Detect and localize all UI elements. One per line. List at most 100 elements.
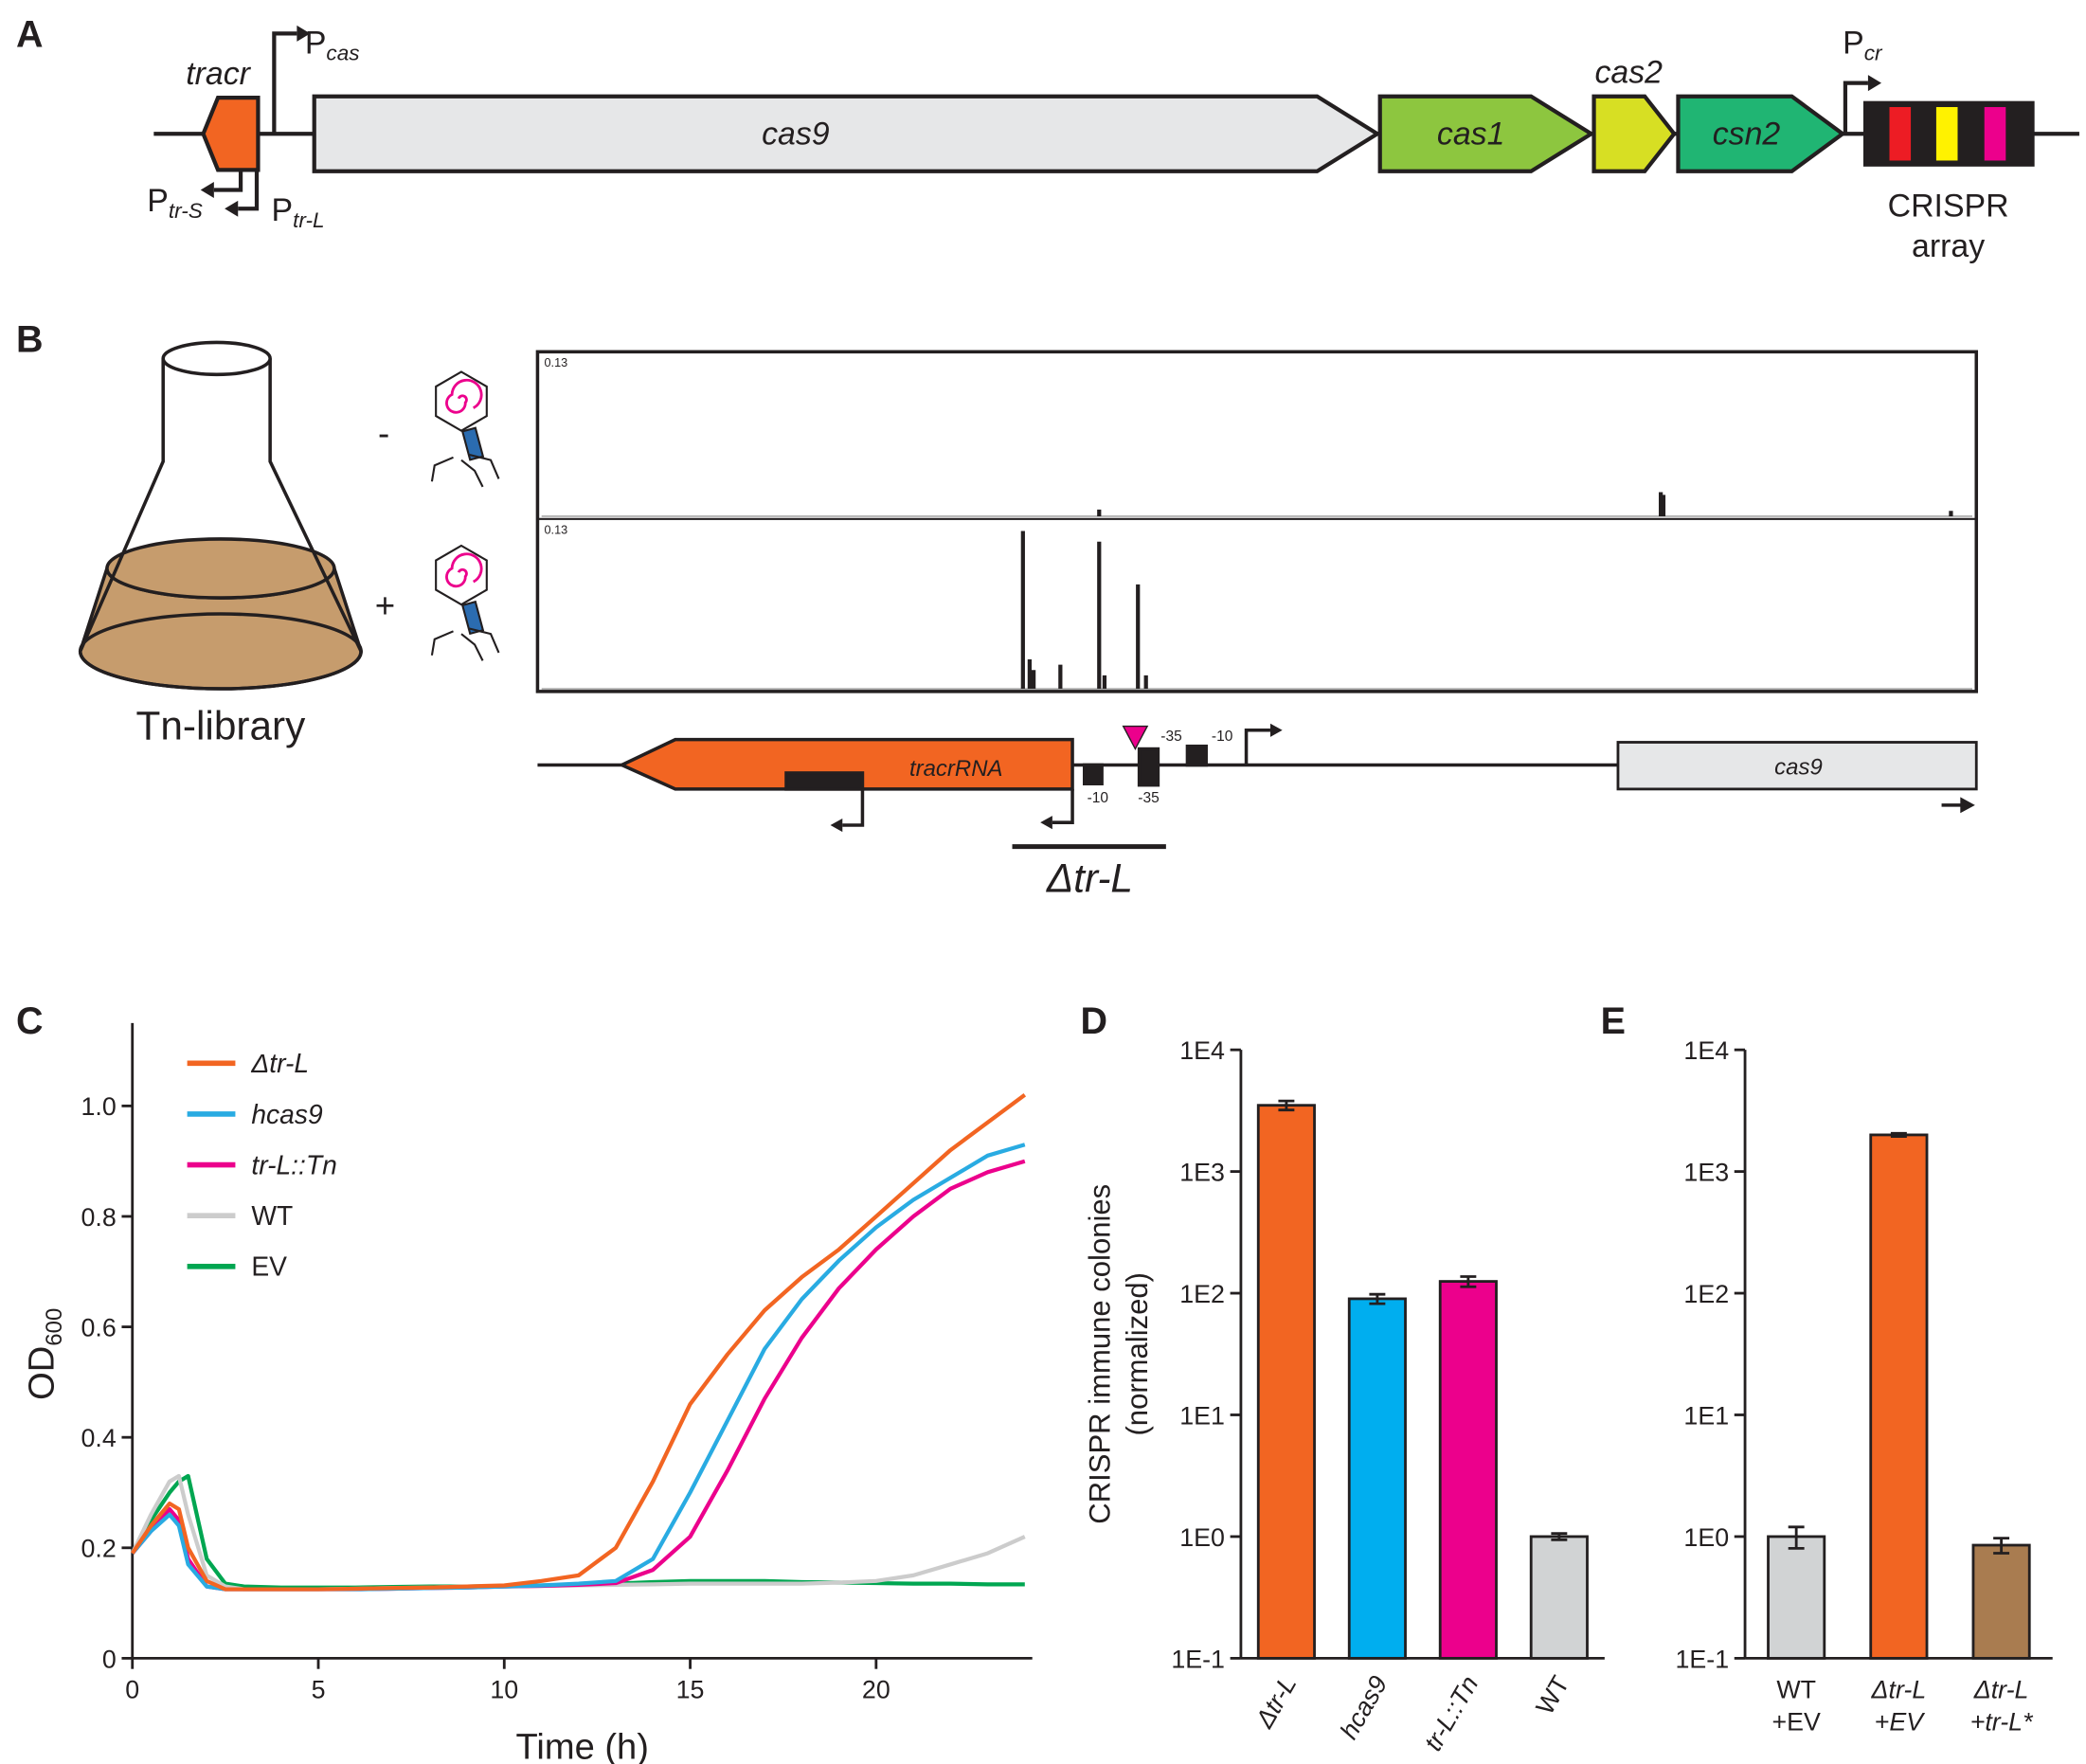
error-bar <box>1369 1292 1386 1305</box>
x-tick-label: 20 <box>862 1676 890 1704</box>
y-axis-label: CRISPR immune colonies <box>1084 1184 1117 1524</box>
x-tick-label: tr-L::Tn <box>1418 1671 1484 1755</box>
y-tick-label: 1E3 <box>1179 1158 1225 1186</box>
arrow-head <box>1040 816 1052 830</box>
panel-b-labels: - + Tn-library <box>136 414 396 748</box>
y-tick-label: 0.4 <box>81 1424 117 1452</box>
bar <box>1256 1104 1316 1660</box>
promoter-label: Ptr-S <box>147 183 203 223</box>
gene-label: cas9 <box>1774 754 1823 780</box>
track-peaks <box>1097 492 1953 516</box>
x-tick-line: +tr-L* <box>1970 1708 2034 1737</box>
arrow-head <box>1960 797 1975 814</box>
gene-label: cas9 <box>762 117 830 153</box>
error-bar <box>1993 1537 2010 1555</box>
promoter-sub: cr <box>1864 42 1883 65</box>
phage-tail <box>460 600 485 636</box>
legend-label: EV <box>251 1251 287 1282</box>
medium-surface <box>105 537 336 600</box>
x-tick-label: 10 <box>490 1676 518 1704</box>
x-tick-line: WT <box>1776 1676 1816 1704</box>
promoter-label: Pcas <box>305 26 360 65</box>
cas9-gene <box>312 94 1381 173</box>
x-tick-label: WT <box>1531 1671 1575 1719</box>
bar <box>1438 1280 1498 1660</box>
condition-label: - <box>378 414 389 453</box>
phage <box>430 544 500 661</box>
arrow-head <box>225 200 239 217</box>
x-tick-line: +EV <box>1771 1708 1821 1737</box>
series-line <box>130 1093 1027 1592</box>
legend-label: tr-L::Tn <box>251 1149 336 1179</box>
x-tick-label: 5 <box>312 1676 326 1704</box>
box-label: -10 <box>1088 790 1109 806</box>
legend-label: hcas9 <box>251 1099 323 1129</box>
spacer <box>1889 107 1912 161</box>
y-axis-label: OD600 <box>22 1308 66 1400</box>
gene-label: csn2 <box>1713 117 1781 153</box>
x-tick-label: WT +EV <box>1771 1676 1821 1737</box>
promoter-arrow <box>1843 81 1868 135</box>
bar <box>1529 1535 1589 1660</box>
arrow-head <box>1867 75 1882 92</box>
promoter-label: Pcr <box>1843 26 1883 65</box>
gene-label: cas1 <box>1437 117 1505 153</box>
y-label-main: OD <box>22 1346 62 1400</box>
tn-tracks <box>535 350 1979 693</box>
track-peaks <box>1020 531 1148 690</box>
bar <box>1971 1543 2031 1660</box>
phage-fibers <box>430 453 500 488</box>
promoter-main: P <box>1843 26 1864 62</box>
gene-label: tracr <box>186 56 251 92</box>
bar <box>1347 1297 1407 1660</box>
series-line <box>130 1473 1025 1590</box>
y-tick-label: 1E1 <box>1683 1401 1729 1430</box>
error-bar <box>1551 1532 1568 1541</box>
y-tick-label: 0.8 <box>81 1203 117 1232</box>
y-label-sub: 600 <box>42 1308 67 1346</box>
panel-a <box>153 25 2079 217</box>
arrow-head <box>1269 723 1283 737</box>
y-tick-label: 1E3 <box>1683 1158 1729 1186</box>
cas2-gene <box>1591 94 1677 173</box>
track-frame <box>535 350 1979 693</box>
y-tick-label: 0 <box>102 1645 117 1673</box>
promoter-main: P <box>305 26 327 62</box>
promoter-arrow <box>238 170 260 211</box>
panel-label: E <box>1601 1000 1626 1042</box>
x-tick-label: Δtr-L <box>1250 1671 1302 1734</box>
csn2-gene <box>1676 94 1846 173</box>
y-axis-label: (normalized) <box>1121 1272 1154 1436</box>
error-bar <box>1890 1131 1907 1139</box>
promoter-sub: tr-L <box>293 208 324 232</box>
array-label: array <box>1912 228 1985 264</box>
promoter-sub: tr-S <box>169 199 203 223</box>
panel-a-labels: tracr cas9 cas1 cas2 csn2 Pcas Ptr-S Ptr… <box>147 26 2008 265</box>
promoter-arrow <box>1052 788 1074 824</box>
promoter-sub: cas <box>326 42 359 65</box>
cas1-gene <box>1377 94 1595 173</box>
panel-label: A <box>16 13 44 55</box>
y-tick-label: 0.2 <box>81 1535 117 1563</box>
spacer <box>1935 107 1958 161</box>
track-scale: 0.13 <box>544 523 567 536</box>
x-tick-line: Δtr-L <box>1973 1676 2029 1704</box>
y-tick-label: 0.6 <box>81 1313 117 1341</box>
tracr-gene <box>201 96 261 172</box>
y-tick-label: 1E0 <box>1179 1523 1225 1552</box>
locus-labels: tracrRNA cas9 -35 -10 -10 -35 Δtr-L <box>909 729 1823 901</box>
series-line <box>130 1473 1026 1592</box>
tn-insertion <box>1122 725 1149 751</box>
promoter-arrow <box>842 788 865 827</box>
array-label: CRISPR <box>1888 189 2009 225</box>
arrow-head <box>830 818 843 833</box>
promoter-main: P <box>147 183 169 219</box>
y-tick-label: 1E4 <box>1179 1036 1225 1065</box>
y-tick-label: 1E2 <box>1179 1280 1225 1308</box>
track-scale: 0.13 <box>544 356 567 369</box>
promoter-main: P <box>272 192 294 228</box>
legend-label: WT <box>251 1200 293 1231</box>
x-tick-label: 0 <box>125 1676 139 1704</box>
